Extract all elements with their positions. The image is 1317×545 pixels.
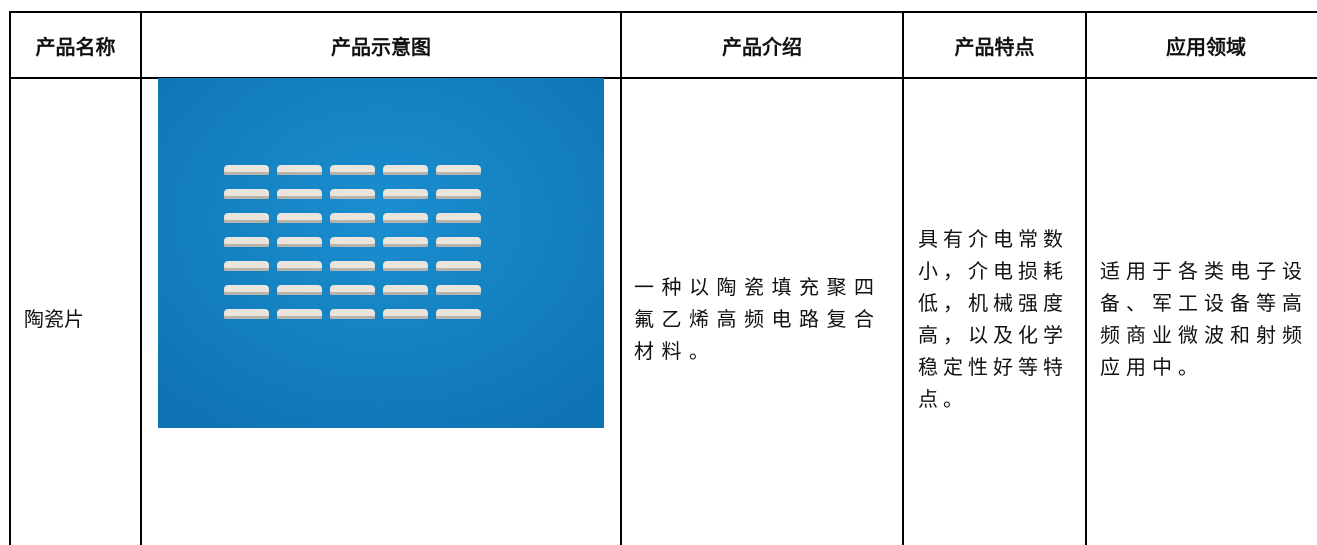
header-text: 产品名称 xyxy=(35,34,116,59)
product-intro: 一种以陶瓷填充聚四氟乙烯高频电路复合材料。 xyxy=(634,275,882,363)
header-cell: 产品介绍 xyxy=(620,11,902,79)
body-cell: 适用于各类电子设备、军工设备等高频商业微波和射频应用中。 xyxy=(1085,79,1317,545)
header-cell: 产品名称 xyxy=(9,11,140,79)
header-cell: 产品示意图 xyxy=(140,11,620,79)
body-cell: 具有介电常数小，介电损耗低，机械强度高，以及化学稳定性好等特点。 xyxy=(902,79,1085,545)
product-name: 陶瓷片 xyxy=(24,307,84,331)
header-cell: 应用领域 xyxy=(1085,11,1317,79)
product-features: 具有介电常数小，介电损耗低，机械强度高，以及化学稳定性好等特点。 xyxy=(918,227,1068,411)
header-text: 应用领域 xyxy=(1166,34,1246,59)
ceramic-tiles xyxy=(224,158,489,323)
header-text: 产品介绍 xyxy=(722,34,802,59)
header-cell: 产品特点 xyxy=(902,11,1085,79)
header-text: 产品示意图 xyxy=(331,34,431,59)
header-text: 产品特点 xyxy=(954,34,1035,59)
product-applications: 适用于各类电子设备、军工设备等高频商业微波和射频应用中。 xyxy=(1100,259,1308,379)
body-cell: 陶瓷片 xyxy=(9,79,140,545)
body-cell: 一种以陶瓷填充聚四氟乙烯高频电路复合材料。 xyxy=(620,79,902,545)
product-image xyxy=(158,78,604,428)
image-cell xyxy=(140,78,620,545)
